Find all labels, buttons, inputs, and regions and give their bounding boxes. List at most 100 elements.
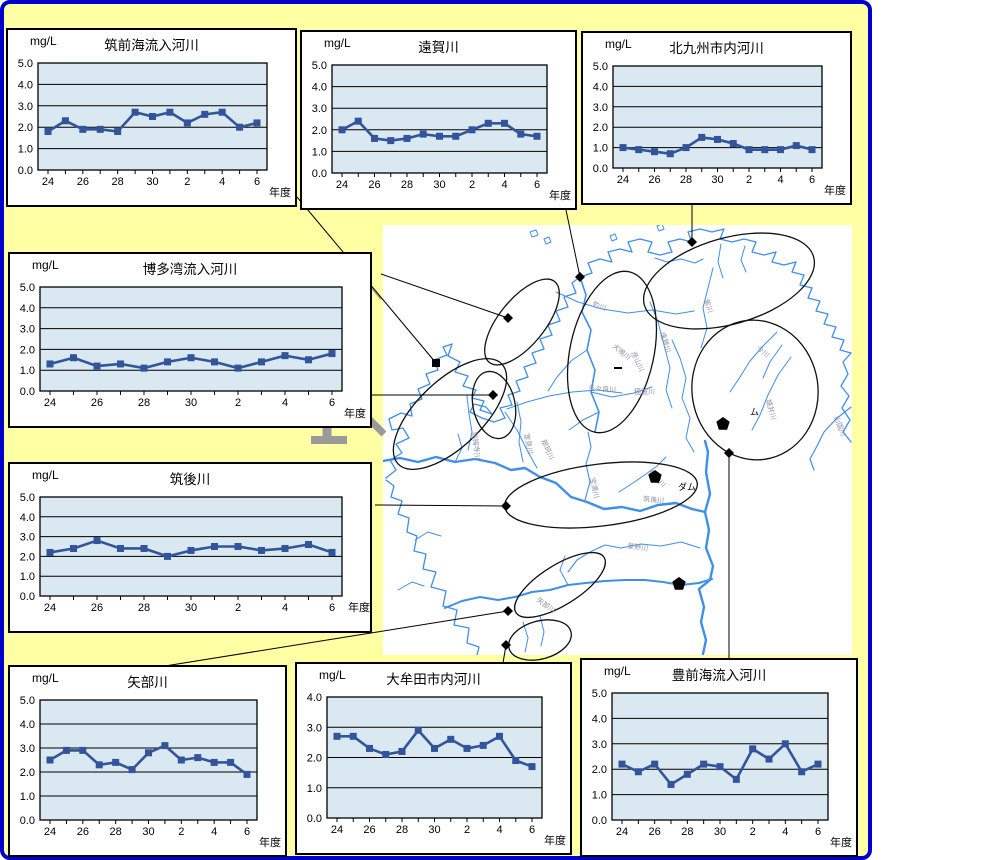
y-tick-label: 3.0 [20,743,35,755]
x-axis-unit: 年度 [544,833,566,847]
y-tick-label: 2.0 [20,344,35,356]
chart-unit-label: mg/L [324,36,351,50]
river-line [444,578,713,609]
x-tick-label: 4 [782,826,788,838]
y-tick-label: 1.0 [312,146,327,158]
data-point-marker [666,150,674,158]
y-tick-label: 1.0 [592,790,607,802]
data-point-marker [70,544,77,552]
data-point-marker [194,754,202,762]
data-point-marker [234,543,242,550]
y-tick-label: 0.0 [18,165,33,177]
x-tick-label: 4 [282,602,288,614]
y-tick-label: 5.0 [593,61,608,73]
river-line [506,389,623,410]
dam-label: ム [750,407,759,417]
data-point-marker [814,760,822,768]
data-point-marker [484,119,492,127]
x-tick-label: 2 [235,397,241,409]
river-line [584,431,592,501]
data-point-marker [698,133,706,141]
data-point-marker [236,123,244,131]
data-point-marker [447,735,455,743]
y-tick-label: 2.0 [312,125,327,137]
data-point-marker [651,148,658,156]
data-point-marker [403,134,411,142]
x-axis-unit: 年度 [830,835,852,849]
river-line [751,356,792,431]
data-point-marker [732,775,740,783]
x-tick-label: 24 [44,826,56,838]
chart-title: 博多湾流入河川 [142,262,238,277]
x-tick-label: 6 [329,602,335,614]
x-tick-label: 30 [185,602,197,614]
data-point-marker [166,108,174,116]
region-ellipse-annotation [691,319,819,461]
x-tick-label: 26 [91,602,103,614]
diamond-marker [724,448,734,458]
river-line [397,581,425,591]
chart-unit-label: mg/L [30,34,57,48]
chart-unit-label: mg/L [32,468,59,482]
x-tick-label: 30 [711,174,723,186]
region-ellipse-annotation [513,551,607,619]
diamond-marker [501,501,511,511]
y-tick-label: 3.0 [307,722,322,734]
data-point-marker [211,358,218,366]
chart-panel-chikugo-river: mg/L 筑後川 0.0 1.0 2.0 3.0 4.0 5.0 24 26 28 30 2 4 6 年度 [8,462,372,633]
chart-title: 筑前海流入河川 [104,38,199,53]
data-point-marker [328,350,336,358]
y-tick-label: 3.0 [312,103,327,115]
chart-title: 矢部川 [127,675,168,690]
x-tick-label: 26 [77,826,89,838]
data-point-marker [227,758,235,766]
region-ellipse-annotation [471,370,517,440]
data-point-marker [349,732,357,740]
data-point-marker [187,354,195,362]
x-tick-label: 2 [746,174,752,186]
x-tick-label: 4 [501,179,507,191]
x-tick-label: 6 [254,176,260,188]
data-point-marker [333,732,341,740]
y-tick-label: 4.0 [593,81,608,93]
y-tick-label: 1.0 [20,571,35,583]
data-point-marker [745,146,753,154]
x-axis-unit: 年度 [824,183,846,197]
river-line [717,243,724,279]
x-tick-label: 2 [235,602,241,614]
data-point-marker [210,758,218,766]
y-tick-label: 2.0 [20,551,35,563]
x-tick-label: 2 [469,179,475,191]
chart-title: 遠賀川 [418,40,459,55]
data-point-marker [114,127,122,135]
y-tick-label: 4.0 [20,303,35,315]
y-tick-label: 5.0 [312,60,327,72]
y-tick-label: 1.0 [18,144,33,156]
x-tick-label: 24 [331,824,343,836]
x-tick-label: 26 [77,176,89,188]
river-line [383,455,707,514]
data-point-marker [618,760,626,768]
x-tick-label: 28 [138,397,150,409]
data-point-marker [683,770,691,778]
river-line [555,291,695,315]
data-point-marker [211,543,218,550]
y-tick-label: 1.0 [20,791,35,803]
x-tick-label: 30 [142,826,154,838]
data-point-marker [187,546,195,554]
data-point-marker [651,760,659,768]
y-tick-label: 0.0 [307,813,322,825]
data-point-marker [798,768,806,776]
data-point-marker [667,780,675,788]
y-tick-label: 5.0 [592,688,607,700]
data-point-marker [218,108,226,116]
river-line [762,344,783,379]
x-tick-label: 2 [750,826,756,838]
data-point-marker [46,548,54,556]
x-tick-label: 26 [363,824,375,836]
data-point-marker [46,756,54,764]
x-tick-label: 28 [112,176,124,188]
river-line [469,403,513,423]
